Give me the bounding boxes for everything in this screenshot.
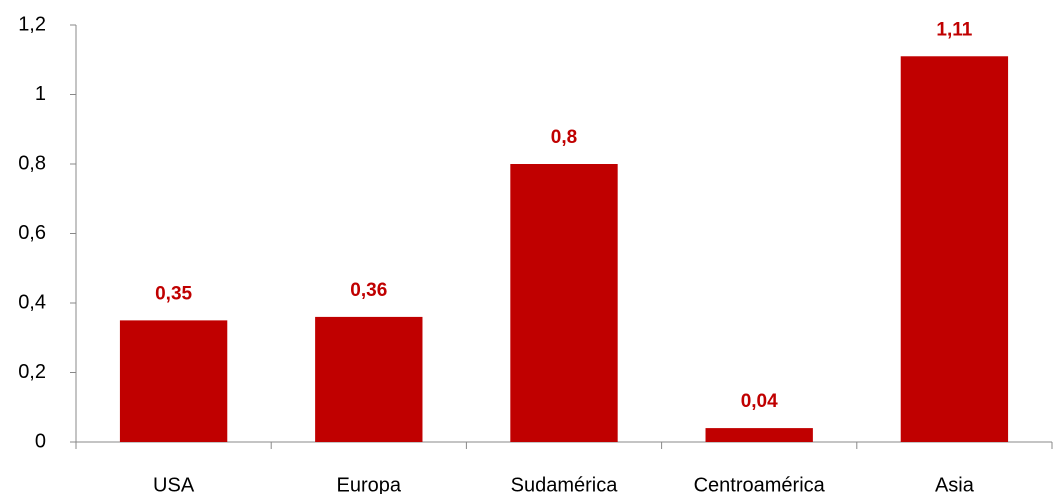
data-label: 0,36: [350, 280, 387, 301]
y-tick-label: 1: [35, 83, 46, 105]
data-label: 0,35: [155, 283, 192, 304]
bar: [900, 56, 1009, 443]
bar: [510, 164, 618, 442]
data-label: 1,11: [936, 19, 972, 40]
x-tick-label: Asia: [935, 474, 975, 494]
y-tick-label: 0,6: [18, 222, 46, 244]
x-tick-label: Sudamérica: [511, 474, 619, 494]
bar: [119, 320, 228, 442]
x-tick-label: USA: [153, 474, 195, 494]
x-tick-label: Centroamérica: [694, 474, 826, 494]
y-tick-label: 0: [35, 430, 46, 452]
bar: [705, 428, 813, 442]
data-label: 0,04: [741, 391, 778, 412]
y-tick-label: 1,2: [18, 13, 46, 35]
x-tick-label: Europa: [337, 474, 402, 494]
bar: [315, 316, 423, 442]
y-tick-label: 0,4: [18, 291, 46, 313]
y-tick-label: 0,2: [18, 361, 46, 383]
data-label: 0,8: [551, 127, 577, 148]
y-tick-label: 0,8: [18, 152, 46, 174]
